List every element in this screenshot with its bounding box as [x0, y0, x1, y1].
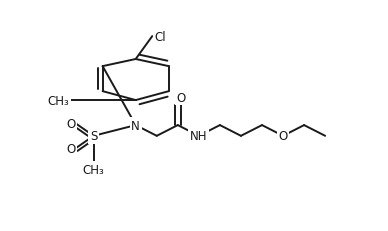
Text: O: O: [66, 117, 76, 130]
Text: CH₃: CH₃: [83, 163, 104, 176]
Text: Cl: Cl: [155, 30, 166, 43]
Text: NH: NH: [190, 130, 208, 143]
Text: S: S: [90, 130, 97, 143]
Text: N: N: [131, 119, 140, 132]
Text: O: O: [177, 91, 186, 104]
Text: O: O: [279, 130, 288, 143]
Text: CH₃: CH₃: [48, 94, 69, 107]
Text: O: O: [66, 142, 76, 155]
